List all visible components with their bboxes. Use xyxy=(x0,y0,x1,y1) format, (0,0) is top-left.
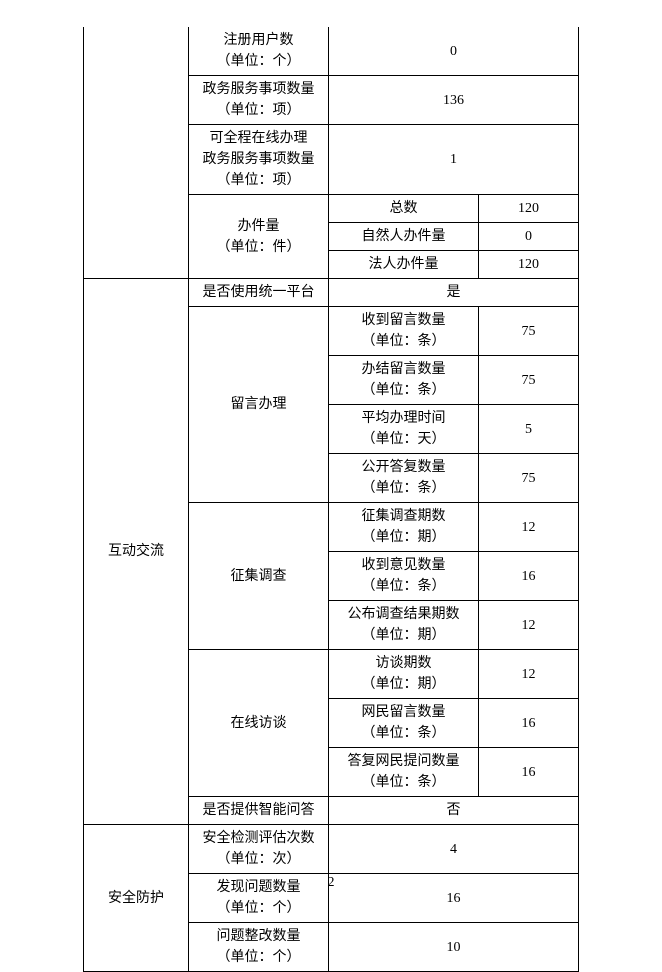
cell-label: 在线访谈 xyxy=(189,650,329,797)
cell-sublabel: 网民留言数量（单位：条） xyxy=(329,699,479,748)
cell-value: 75 xyxy=(479,356,579,405)
data-table-container: 注册用户数（单位：个） 0 政务服务事项数量（单位：项） 136 可全程在线办理… xyxy=(83,27,578,972)
cell-sublabel: 法人办件量 xyxy=(329,251,479,279)
cell-value: 136 xyxy=(329,76,579,125)
cell-value: 16 xyxy=(479,552,579,601)
cell-value: 是 xyxy=(329,279,579,307)
cell-label: 问题整改数量（单位：个） xyxy=(189,923,329,972)
cell-sublabel: 公布调查结果期数（单位：期） xyxy=(329,601,479,650)
cell-sublabel: 收到意见数量（单位：条） xyxy=(329,552,479,601)
cell-sublabel: 收到留言数量（单位：条） xyxy=(329,307,479,356)
cell-label: 办件量（单位：件） xyxy=(189,195,329,279)
cell-section-header: 互动交流 xyxy=(84,279,189,825)
cell-sublabel: 总数 xyxy=(329,195,479,223)
cell-sublabel: 答复网民提问数量（单位：条） xyxy=(329,748,479,797)
cell-value: 75 xyxy=(479,307,579,356)
cell-value: 120 xyxy=(479,251,579,279)
cell-sublabel: 办结留言数量（单位：条） xyxy=(329,356,479,405)
page-number: 2 xyxy=(0,875,662,891)
cell-value: 12 xyxy=(479,650,579,699)
cell-label: 是否使用统一平台 xyxy=(189,279,329,307)
cell-value: 1 xyxy=(329,125,579,195)
data-table: 注册用户数（单位：个） 0 政务服务事项数量（单位：项） 136 可全程在线办理… xyxy=(83,27,579,972)
cell-value: 16 xyxy=(479,748,579,797)
cell-value: 75 xyxy=(479,454,579,503)
cell-value: 12 xyxy=(479,503,579,552)
cell-value: 否 xyxy=(329,797,579,825)
cell-section-header: 安全防护 xyxy=(84,825,189,972)
cell-label: 征集调查 xyxy=(189,503,329,650)
cell-sublabel: 访谈期数（单位：期） xyxy=(329,650,479,699)
cell-sublabel: 自然人办件量 xyxy=(329,223,479,251)
cell-blank-group xyxy=(84,27,189,279)
cell-value: 0 xyxy=(329,27,579,76)
cell-value: 4 xyxy=(329,825,579,874)
cell-label: 是否提供智能问答 xyxy=(189,797,329,825)
cell-sublabel: 平均办理时间（单位：天） xyxy=(329,405,479,454)
cell-label: 可全程在线办理政务服务事项数量（单位：项） xyxy=(189,125,329,195)
cell-label: 政务服务事项数量（单位：项） xyxy=(189,76,329,125)
cell-value: 12 xyxy=(479,601,579,650)
cell-value: 120 xyxy=(479,195,579,223)
cell-label: 留言办理 xyxy=(189,307,329,503)
cell-sublabel: 征集调查期数（单位：期） xyxy=(329,503,479,552)
cell-value: 16 xyxy=(479,699,579,748)
cell-value: 5 xyxy=(479,405,579,454)
cell-sublabel: 公开答复数量（单位：条） xyxy=(329,454,479,503)
cell-label: 注册用户数（单位：个） xyxy=(189,27,329,76)
cell-label: 安全检测评估次数（单位：次） xyxy=(189,825,329,874)
cell-value: 10 xyxy=(329,923,579,972)
cell-value: 0 xyxy=(479,223,579,251)
